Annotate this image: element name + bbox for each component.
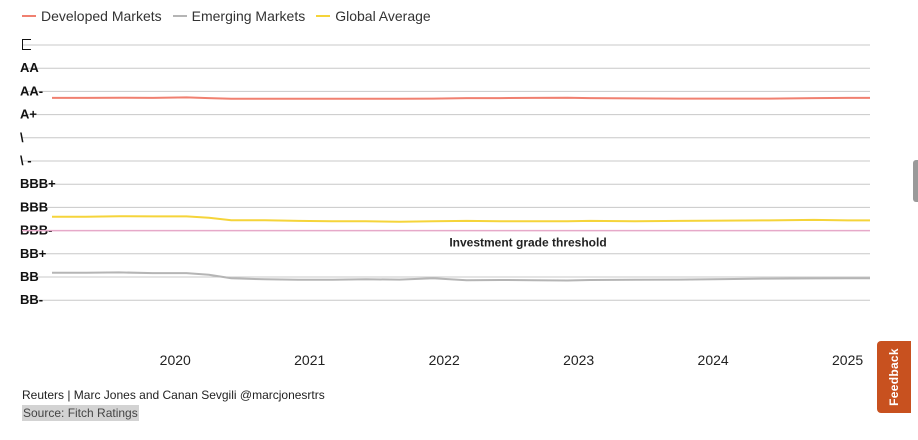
x-tick-label: 2020 [160, 352, 191, 368]
x-tick-label: 2024 [698, 352, 729, 368]
series-line-developed-markets [52, 96, 870, 100]
feedback-button[interactable]: Feedback [877, 341, 911, 413]
y-tick-label: AA- [20, 83, 43, 98]
y-tick-label: AA [20, 60, 39, 75]
legend-swatch-emerging [172, 15, 187, 17]
x-tick-label: 2023 [563, 352, 594, 368]
legend-label-developed: Developed Markets [41, 8, 162, 24]
chart-legend: Developed Markets Emerging Markets Globa… [22, 8, 442, 24]
legend-item-developed[interactable]: Developed Markets [22, 8, 162, 24]
x-tick-label: 2025 [832, 352, 863, 368]
legend-item-global[interactable]: Global Average [316, 8, 431, 24]
series-line-emerging-markets [52, 271, 870, 282]
side-scroll-handle[interactable] [913, 160, 918, 202]
chart-source: Source: Fitch Ratings [22, 405, 139, 421]
y-tick-label: BB- [20, 292, 43, 307]
y-axis-cropped-glyph [22, 39, 31, 50]
series-line-global-average [52, 215, 870, 223]
y-tick-label: BB+ [20, 246, 47, 261]
x-tick-label: 2022 [429, 352, 460, 368]
y-tick-label: \ [20, 130, 24, 145]
legend-swatch-developed [22, 15, 36, 17]
threshold-label: Investment grade threshold [449, 236, 606, 250]
y-tick-label: BB [20, 269, 39, 284]
x-tick-label: 2021 [294, 352, 325, 368]
chart-credit: Reuters | Marc Jones and Canan Sevgili @… [22, 388, 325, 402]
feedback-label: Feedback [887, 348, 902, 406]
legend-label-global: Global Average [335, 8, 431, 24]
y-tick-label: BBB [20, 199, 48, 214]
legend-label-emerging: Emerging Markets [191, 8, 306, 24]
y-tick-label: A+ [20, 107, 37, 122]
y-tick-label: \ - [20, 153, 32, 168]
y-tick-label: BBB+ [20, 176, 56, 191]
legend-swatch-global [316, 15, 331, 17]
legend-item-emerging[interactable]: Emerging Markets [172, 8, 306, 24]
